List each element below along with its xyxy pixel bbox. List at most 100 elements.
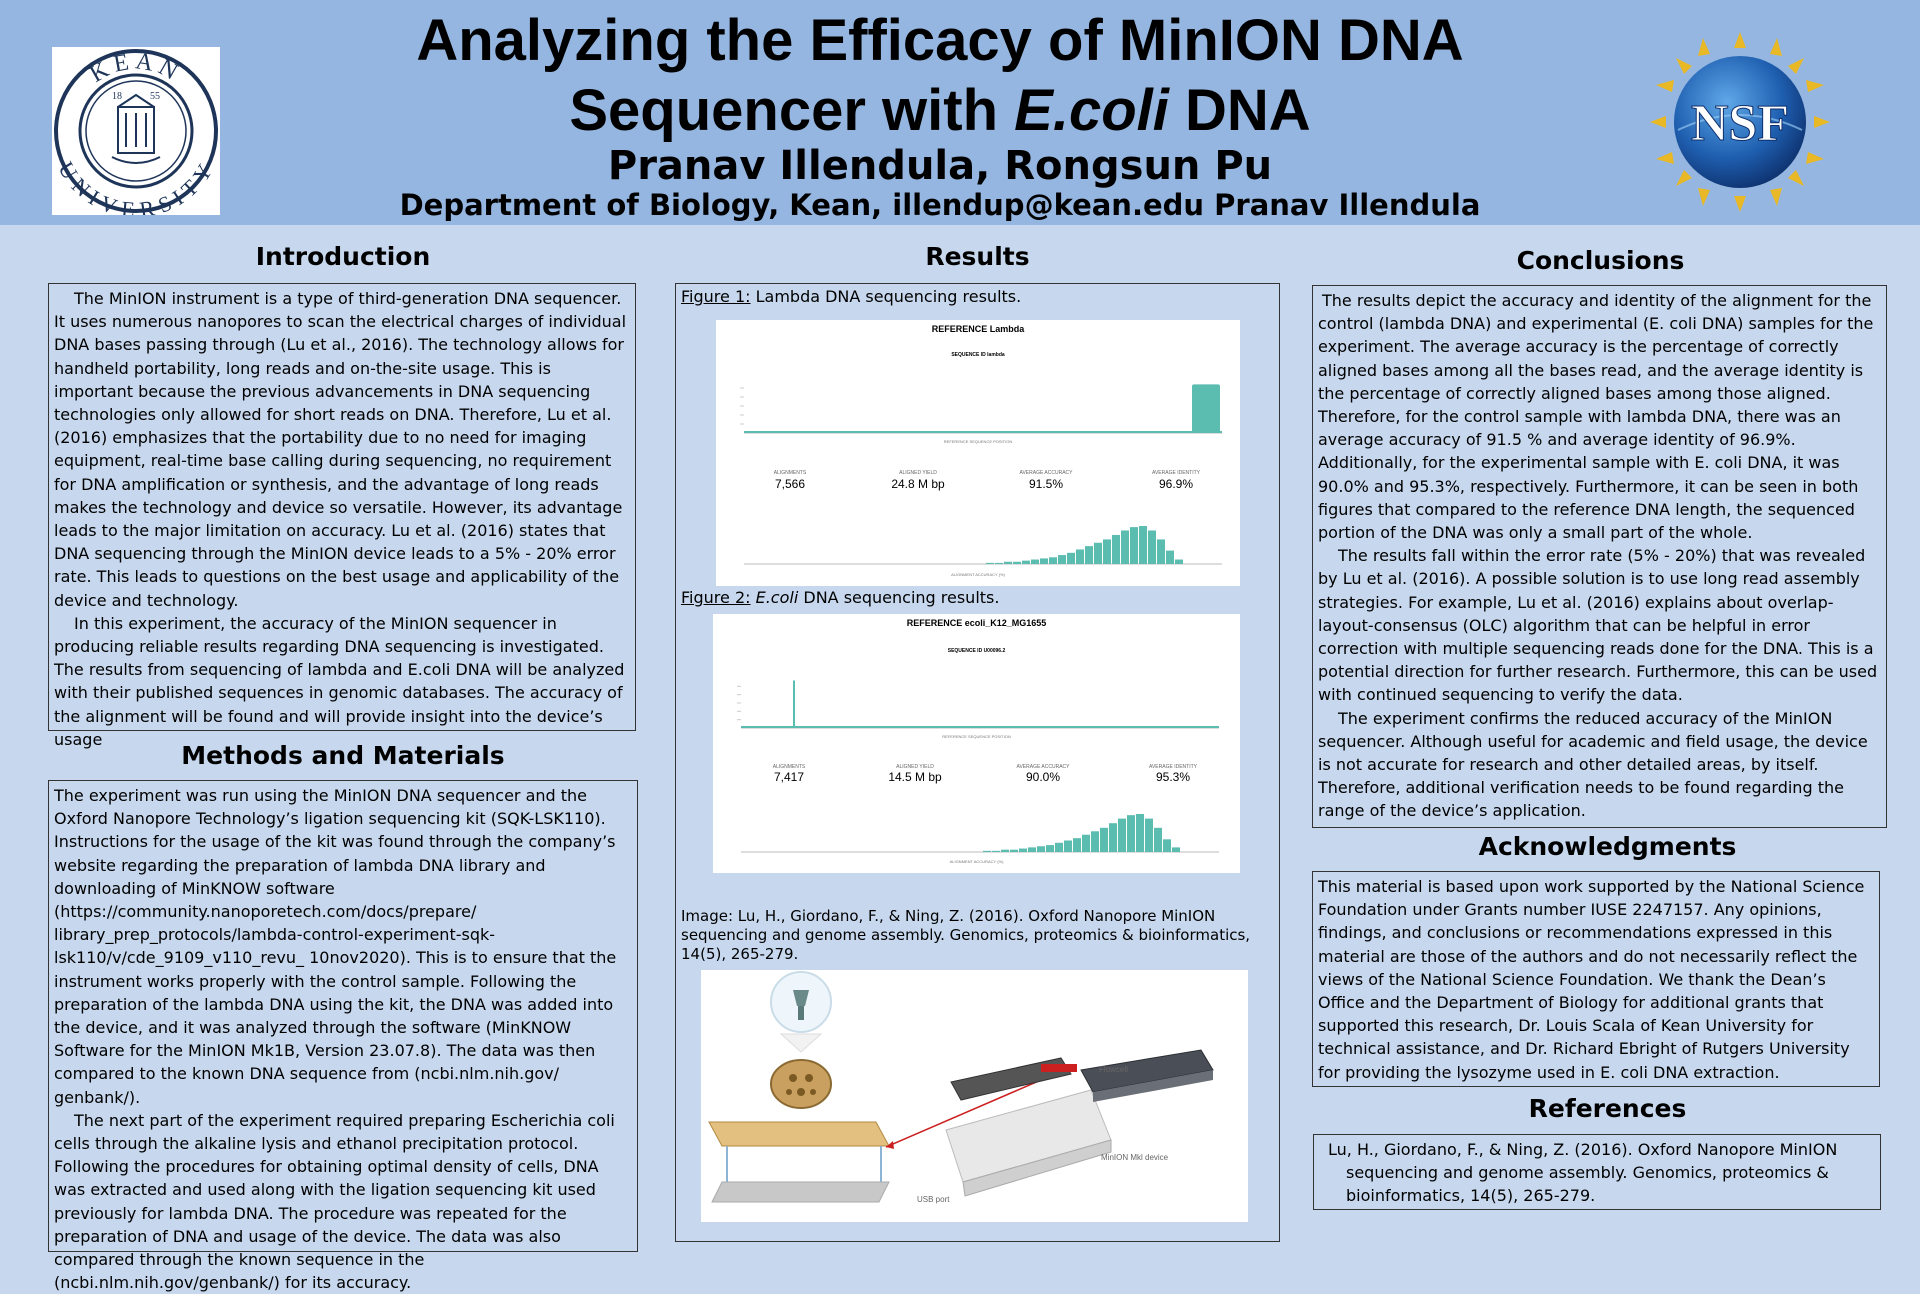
chart-2-hist-bar (1073, 838, 1081, 852)
title-line-2-c: DNA (1168, 78, 1311, 143)
references-heading: References (1528, 1094, 1687, 1123)
chart-1-hist-bar (1094, 542, 1102, 564)
chart-2-stat-value-1: 7,417 (773, 770, 805, 784)
introduction-heading: Introduction (255, 242, 431, 271)
poster-title: Analyzing the Efficacy of MinION DNA Seq… (300, 6, 1580, 146)
chart-2-hist-bar (1163, 839, 1171, 852)
chart-1-hist-bar (1139, 526, 1147, 564)
chart-1-hist-bar (1121, 530, 1129, 564)
chart-1-stat-value-3: 91.5% (1028, 477, 1064, 491)
acknowledgments-heading: Acknowledgments (1478, 832, 1737, 861)
diagram-label-device: MinION Mkl device (1101, 1153, 1169, 1162)
nsf-star-ring (1650, 32, 1830, 212)
chart-2-hist-bar (1037, 846, 1045, 852)
chart-1-subtitle: SEQUENCE ID lambda (951, 352, 1005, 358)
chart-1-coverage-xlabel: REFERENCE SEQUENCE POSITION (943, 439, 1013, 444)
diagram-label-usb: USB port (917, 1195, 950, 1204)
chart-2-hist-bar (1019, 848, 1027, 852)
chart-1-hist-bar (1004, 561, 1012, 564)
chart-2-coverage-baseline (741, 726, 1219, 728)
conclusions-paragraph-2: The results fall within the error rate (… (1318, 546, 1878, 705)
chart-1-hist-bar (1148, 530, 1156, 564)
chart-1-stat-value-1: 7,566 (774, 477, 806, 491)
figure-1-chart: REFERENCE Lambda SEQUENCE ID lambda REFE… (716, 320, 1240, 586)
methods-box: The experiment was run using the MinION … (48, 780, 638, 1292)
chart-1-stat-value-2: 24.8 M bp (891, 477, 945, 491)
chart-2-hist-bar (983, 850, 991, 852)
chart-2-stat-label-3: AVERAGE ACCURACY (1016, 764, 1070, 770)
chart-2-coverage-plot (737, 680, 1219, 729)
conclusions-box: The results depict the accuracy and iden… (1312, 285, 1887, 828)
figure-2-caption-text: DNA sequencing results. (798, 588, 1000, 607)
chart-2-subtitle: SEQUENCE ID U00096.2 (947, 648, 1006, 654)
nsf-logo: NSF (1648, 30, 1832, 214)
introduction-box: The MinION instrument is a type of third… (48, 283, 636, 749)
chart-2-hist-bar (1154, 827, 1162, 852)
department: Department of Biology, Kean, illendup@ke… (399, 188, 1481, 222)
title-line-1: Analyzing the Efficacy of MinION DNA (416, 8, 1464, 73)
chart-2-hist-bar (1145, 818, 1153, 852)
minion-device-diagram: Flowcell MinION Mkl device USB port (701, 970, 1248, 1222)
chart-1-hist-bar (986, 562, 994, 564)
figure-1-caption: Figure 1: Lambda DNA sequencing results. (681, 287, 1021, 306)
conclusions-paragraph-3: The experiment confirms the reduced accu… (1318, 708, 1868, 821)
chart-2-hist-bar (1046, 845, 1054, 852)
chart-2-hist-bar (1109, 823, 1117, 852)
chart-1-stat-label-1: ALIGNMENTS (773, 470, 807, 476)
chart-1-hist-bar (995, 562, 1003, 564)
figure-1-label: Figure 1: (681, 287, 751, 306)
chart-1-coverage-peak (1192, 384, 1220, 433)
figure-2-caption-italic: E.coli (755, 588, 799, 607)
nsf-logo-text: NSF (1691, 95, 1789, 152)
chart-2-hist-bar (1010, 849, 1018, 852)
figure-2-caption: Figure 2: E.coli DNA sequencing results. (681, 588, 999, 607)
chart-1-hist-bar (1112, 534, 1120, 564)
chart-2-stat-label-4: AVERAGE IDENTITY (1149, 764, 1197, 770)
chart-2-hist-bar (1172, 847, 1180, 852)
chart-2-hist-bar (1091, 831, 1099, 852)
chart-1-hist-bar (1076, 549, 1084, 564)
kean-logo-year-left: 18 (112, 91, 122, 102)
figure-1-caption-text: Lambda DNA sequencing results. (750, 287, 1022, 306)
chart-2-stat-value-3: 90.0% (1025, 770, 1061, 784)
kean-logo-year-right: 55 (150, 91, 160, 102)
chart-2-accuracy-histogram (741, 814, 1219, 853)
svg-text:KEAN: KEAN (86, 48, 187, 88)
diagram-label-flowcell: Flowcell (1099, 1065, 1128, 1074)
chart-1-hist-bar (1022, 560, 1030, 564)
chart-2-hist-bar (1082, 834, 1090, 852)
chart-1-hist-bar (1049, 557, 1057, 564)
results-heading: Results (925, 242, 1030, 271)
chart-1-hist-bar (1157, 539, 1165, 564)
figure-2-label: Figure 2: (681, 588, 751, 607)
chart-1-hist-bar (1175, 559, 1183, 564)
chart-2-hist-bar (1055, 842, 1063, 852)
chart-2-coverage-xlabel: REFERENCE SEQUENCE POSITION (942, 734, 1011, 739)
chart-2-stat-label-2: ALIGNED YIELD (896, 764, 934, 770)
methods-paragraph-1: The experiment was run using the MinION … (54, 786, 617, 1107)
poster-header (0, 0, 1920, 225)
chart-1-stat-label-4: AVERAGE IDENTITY (1152, 470, 1200, 476)
chart-2-coverage-peak (793, 680, 795, 728)
acknowledgments-box: This material is based upon work support… (1312, 871, 1880, 1087)
chart-1-accuracy-histogram (744, 526, 1222, 565)
chart-1-hist-bar (1058, 555, 1066, 564)
chart-1-hist-bar (1130, 527, 1138, 564)
chart-2-hist-bar (1127, 815, 1135, 852)
title-line-2-a: Sequencer with (569, 78, 1015, 143)
chart-1-stat-value-4: 96.9% (1158, 477, 1194, 491)
kean-logo-top-text: KEAN (86, 48, 182, 88)
chart-1-hist-bar (1103, 539, 1111, 564)
introduction-paragraph-1: The MinION instrument is a type of third… (54, 289, 627, 610)
chart-1-title: REFERENCE Lambda (931, 324, 1025, 334)
chart-2-title: REFERENCE ecoli_K12_MG1655 (906, 618, 1047, 628)
chart-2-hist-bar (1064, 840, 1072, 852)
kean-university-logo: KEAN UNIVERSITY 18 55 (52, 47, 220, 222)
chart-1-hist-bar (1085, 546, 1093, 564)
chart-1-accuracy-xlabel: ALIGNMENT ACCURACY (%) (951, 572, 1005, 577)
title-line-2: Sequencer with E.coli DNA (300, 76, 1580, 146)
acknowledgments-text: This material is based upon work support… (1318, 877, 1865, 1082)
figure-2-chart: REFERENCE ecoli_K12_MG1655 SEQUENCE ID U… (713, 614, 1240, 873)
chart-2-hist-bar (1100, 827, 1108, 852)
methods-paragraph-2: The next part of the experiment required… (54, 1110, 615, 1293)
